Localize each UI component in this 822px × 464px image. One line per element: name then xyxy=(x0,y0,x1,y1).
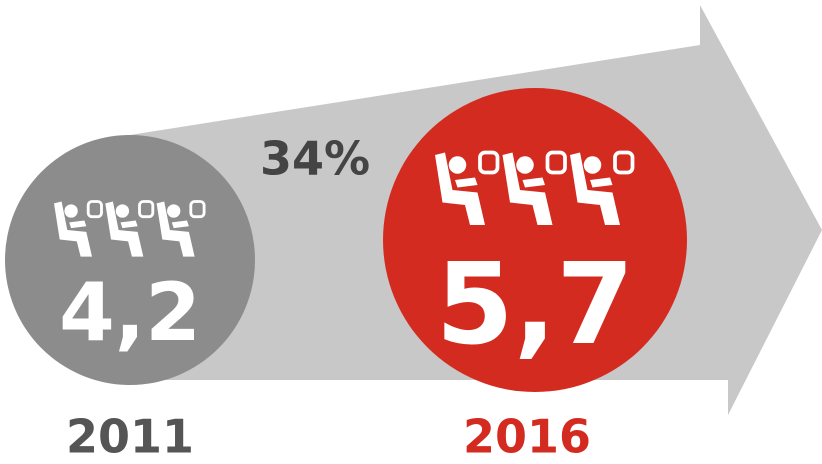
growth-label: 34% xyxy=(260,132,370,186)
value-2016: 5,7 xyxy=(436,240,634,370)
year-2016: 2016 xyxy=(463,410,591,464)
value-2011: 4,2 xyxy=(59,266,201,359)
year-2011: 2011 xyxy=(66,410,194,464)
circle-2011 xyxy=(5,135,255,385)
